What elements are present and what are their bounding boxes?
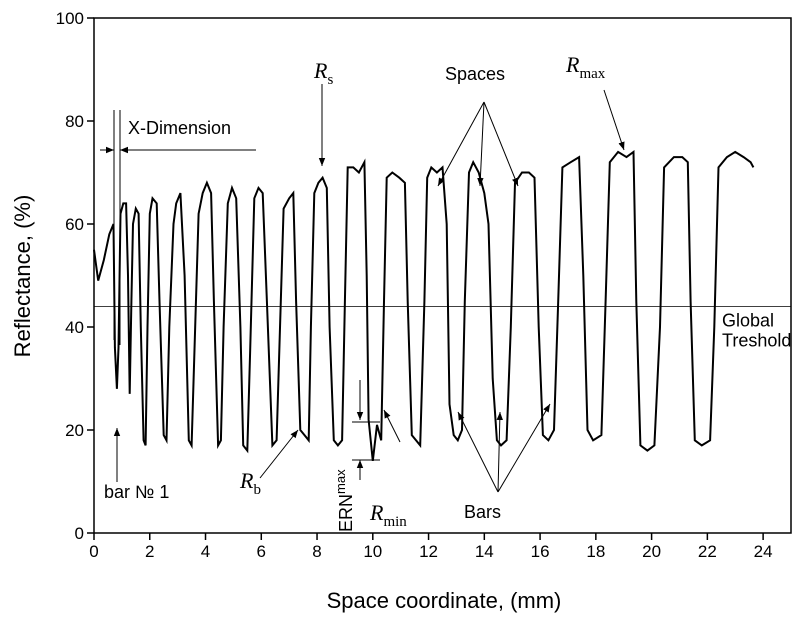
annotation-subscript: b [253,482,261,498]
annotation-subscript: max [333,469,348,494]
threshold-label: Global [722,310,774,330]
x-tick-label: 8 [312,542,321,561]
x-axis-label: Space coordinate, (mm) [327,588,562,613]
annotation-text: R [239,468,254,493]
annotation: Bars [464,502,501,522]
annotation-text: ERN [336,494,356,532]
x-tick-label: 16 [531,542,550,561]
x-tick-label: 22 [698,542,717,561]
x-tick-label: 0 [89,542,98,561]
y-axis-label: Reflectance, (%) [10,195,35,358]
annotation: bar № 1 [104,482,169,502]
arrows [100,84,625,493]
annotation-text: bar № 1 [104,482,169,502]
annotation-text: R [313,58,328,83]
annotation-text: X-Dimension [128,118,231,138]
annotation-subscript: s [327,72,333,88]
annotation-subscript: min [383,514,407,530]
x-tick-label: 6 [257,542,266,561]
x-tick-label: 24 [754,542,773,561]
x-tick-label: 18 [586,542,605,561]
threshold-label: Treshold [722,330,791,350]
y-tick-label: 40 [65,318,84,337]
annotation-text: Spaces [445,64,505,84]
x-tick-label: 14 [475,542,494,561]
y-tick-label: 20 [65,421,84,440]
annotation-subscript: max [579,66,605,82]
y-tick-label: 60 [65,215,84,234]
annotation-text: R [369,500,384,525]
y-tick-label: 80 [65,112,84,131]
plot-frame [93,17,792,534]
annotation: Spaces [445,64,505,84]
annotation-text: R [565,52,580,77]
x-tick-label: 12 [419,542,438,561]
annotation: Rmax [565,52,606,82]
y-tick-label: 100 [56,9,84,28]
annotation: X-Dimension [128,118,231,138]
x-tick-label: 2 [145,542,154,561]
x-tick-label: 20 [642,542,661,561]
annotation: Rb [239,468,261,498]
y-tick-label: 0 [75,524,84,543]
annotation: Rs [313,58,333,88]
annotation: ERNmax [333,469,357,532]
reflectance-line [93,149,755,462]
x-tick-label: 4 [201,542,210,561]
annotation: Rmin [369,500,407,530]
x-tick-label: 10 [363,542,382,561]
annotation-text: Bars [464,502,501,522]
